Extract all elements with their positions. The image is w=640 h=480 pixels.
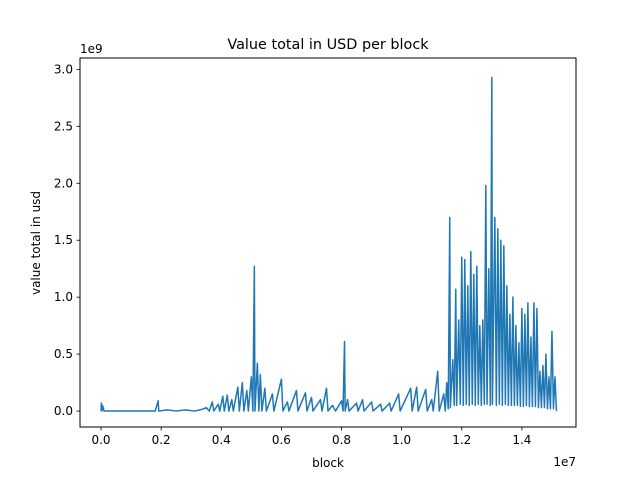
x-tick-label: 1.0 [392, 433, 411, 447]
x-tick-label: 0.4 [212, 433, 231, 447]
x-axis: 0.0 0.2 0.4 0.6 0.8 1.0 1.2 1.4 [91, 427, 531, 447]
x-axis-label: block [312, 456, 344, 470]
x-tick-label: 1.2 [452, 433, 471, 447]
y-tick-label: 2.0 [54, 176, 73, 190]
y-offset-label: 1e9 [80, 42, 103, 56]
x-tick-label: 1.4 [512, 433, 531, 447]
y-tick-label: 1.5 [54, 233, 73, 247]
y-tick-label: 2.5 [54, 119, 73, 133]
plot-area [79, 57, 577, 428]
series-line-0 [100, 76, 558, 412]
x-tick-label: 0.2 [152, 433, 171, 447]
x-tick-label: 0.0 [91, 433, 110, 447]
x-tick-label: 0.8 [332, 433, 351, 447]
y-tick-label: 0.0 [54, 404, 73, 418]
series-layer [100, 76, 558, 412]
x-offset-label: 1e7 [553, 455, 576, 469]
x-tick-label: 0.6 [272, 433, 291, 447]
y-axis: 0.0 0.5 1.0 1.5 2.0 2.5 3.0 [54, 62, 80, 418]
y-axis-label: value total in usd [29, 191, 43, 295]
y-tick-label: 3.0 [54, 62, 73, 76]
y-tick-label: 0.5 [54, 347, 73, 361]
plot-frame [79, 57, 577, 428]
y-tick-label: 1.0 [54, 290, 73, 304]
chart-title: Value total in USD per block [227, 37, 429, 53]
